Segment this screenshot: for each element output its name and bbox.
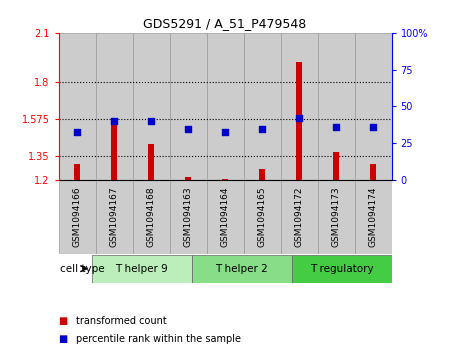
Text: ■: ■ [58, 316, 68, 326]
Bar [222, 179, 228, 180]
Bar [333, 152, 339, 180]
Bar [95, 180, 132, 254]
Text: T helper 9: T helper 9 [115, 264, 168, 274]
Text: T helper 2: T helper 2 [215, 264, 268, 274]
Bar [184, 177, 191, 180]
Bar [148, 144, 154, 180]
Text: GSM1094168: GSM1094168 [147, 186, 156, 247]
Text: GSM1094165: GSM1094165 [257, 186, 266, 247]
Point [110, 118, 117, 124]
Text: GSM1094174: GSM1094174 [369, 186, 378, 247]
Bar [170, 33, 207, 180]
Bar [111, 123, 117, 180]
Bar [355, 180, 392, 254]
Bar [369, 164, 376, 180]
Bar [95, 33, 132, 180]
Point [184, 126, 192, 131]
Bar [280, 180, 318, 254]
Bar [132, 180, 170, 254]
Bar [170, 180, 207, 254]
Bar [243, 33, 280, 180]
Text: GSM1094166: GSM1094166 [72, 186, 81, 247]
Title: GDS5291 / A_51_P479548: GDS5291 / A_51_P479548 [144, 17, 306, 30]
Bar [259, 169, 266, 180]
Bar [132, 33, 170, 180]
Text: cell type: cell type [60, 264, 105, 274]
Bar [74, 164, 81, 180]
Text: GSM1094167: GSM1094167 [109, 186, 118, 247]
Bar [280, 33, 318, 180]
Bar [292, 255, 392, 282]
Text: GSM1094164: GSM1094164 [220, 186, 230, 247]
Point [295, 115, 302, 121]
Point [369, 124, 377, 130]
Bar [58, 180, 95, 254]
Point [148, 118, 155, 124]
Bar [58, 33, 95, 180]
Bar [355, 33, 392, 180]
Text: percentile rank within the sample: percentile rank within the sample [76, 334, 242, 344]
Text: transformed count: transformed count [76, 316, 167, 326]
Bar [318, 33, 355, 180]
Point [258, 126, 265, 131]
Point [73, 129, 81, 135]
Bar [318, 180, 355, 254]
Bar [92, 255, 192, 282]
Text: T regulatory: T regulatory [310, 264, 374, 274]
Text: GSM1094173: GSM1094173 [332, 186, 341, 247]
Bar [207, 33, 243, 180]
Bar [243, 180, 280, 254]
Bar [296, 62, 302, 180]
Bar [192, 255, 292, 282]
Text: GSM1094163: GSM1094163 [184, 186, 193, 247]
Bar [207, 180, 243, 254]
Point [221, 129, 229, 135]
Point [333, 124, 340, 130]
Text: ■: ■ [58, 334, 68, 344]
Text: GSM1094172: GSM1094172 [294, 186, 303, 247]
